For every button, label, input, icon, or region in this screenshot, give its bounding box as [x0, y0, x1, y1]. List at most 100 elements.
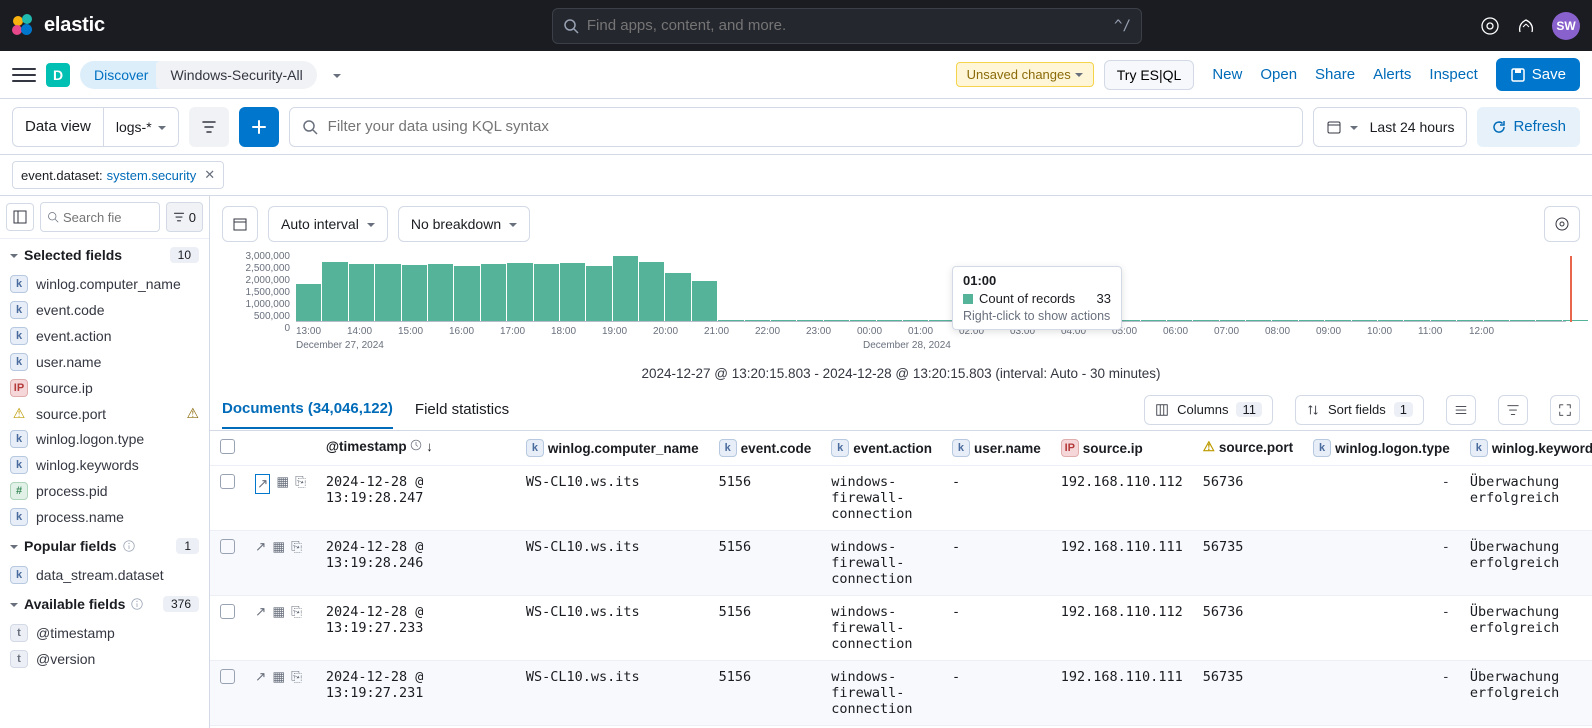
breadcrumb-saved-search[interactable]: Windows-Security-All	[156, 61, 316, 89]
field-item[interactable]: kdata_stream.dataset	[0, 562, 209, 588]
expand-icon[interactable]: ↗	[255, 474, 270, 494]
elastic-logo[interactable]: elastic	[12, 14, 105, 38]
filter-pill[interactable]: event.dataset: system.security ✕	[12, 161, 224, 189]
selected-fields-header[interactable]: Selected fields 10	[0, 239, 209, 271]
global-header: elastic ^/ SW	[0, 0, 1592, 51]
inspect-button[interactable]: Inspect	[1429, 66, 1477, 83]
copy-icon[interactable]: ⎘	[295, 474, 306, 494]
unsaved-badge[interactable]: Unsaved changes	[956, 62, 1094, 87]
tab-documents[interactable]: Documents (34,046,122)	[222, 390, 393, 429]
expand-icon[interactable]: ↗	[255, 604, 266, 620]
expand-icon[interactable]: ↗	[255, 669, 266, 685]
data-view-selector[interactable]: logs-*	[104, 107, 179, 147]
field-item[interactable]: kprocess.name	[0, 504, 209, 530]
warning-icon: ⚠	[186, 405, 199, 422]
try-esql-button[interactable]: Try ES|QL	[1104, 60, 1195, 90]
nav-menu-button[interactable]	[12, 63, 36, 87]
breakdown-selector[interactable]: No breakdown	[398, 206, 530, 242]
column-header[interactable]: k event.action	[821, 431, 942, 466]
kql-input[interactable]	[328, 118, 1290, 135]
field-filter-button[interactable]: 0	[166, 202, 203, 232]
lens-edit-button[interactable]	[1544, 206, 1580, 242]
columns-button[interactable]: Columns11	[1144, 395, 1273, 425]
column-header[interactable]: ⚠ source.port	[1193, 431, 1303, 466]
field-item[interactable]: kwinlog.computer_name	[0, 271, 209, 297]
popular-fields-header[interactable]: Popular fields 1	[0, 530, 209, 562]
table-row[interactable]: ↗▦⎘2024-12-28 @ 13:19:28.246WS-CL10.ws.i…	[210, 531, 1592, 596]
help-icon[interactable]	[1516, 16, 1536, 36]
view-doc-icon[interactable]: ▦	[272, 539, 285, 555]
remove-filter-icon[interactable]: ✕	[204, 167, 215, 183]
collapse-sidebar-button[interactable]	[6, 203, 34, 231]
add-filter-button[interactable]	[239, 107, 279, 147]
new-button[interactable]: New	[1212, 66, 1242, 83]
app-badge[interactable]: D	[46, 63, 70, 87]
display-options-button[interactable]	[1498, 395, 1528, 425]
view-doc-icon[interactable]: ▦	[272, 669, 285, 685]
table-row[interactable]: ↗▦⎘2024-12-28 @ 13:19:27.231WS-CL10.ws.i…	[210, 661, 1592, 726]
interval-selector[interactable]: Auto interval	[268, 206, 388, 242]
row-checkbox[interactable]	[220, 474, 235, 489]
open-button[interactable]: Open	[1260, 66, 1297, 83]
alerts-button[interactable]: Alerts	[1373, 66, 1411, 83]
field-search-input[interactable]	[63, 210, 135, 225]
field-type-badge: t	[10, 650, 28, 668]
copy-icon[interactable]: ⎘	[291, 604, 302, 620]
column-header[interactable]: k event.code	[709, 431, 822, 466]
density-button[interactable]	[1446, 395, 1476, 425]
search-shortcut: ^/	[1114, 18, 1131, 34]
time-picker[interactable]: Last 24 hours	[1313, 107, 1468, 147]
column-header[interactable]: k winlog.computer_name	[516, 431, 709, 466]
column-header[interactable]: IP source.ip	[1051, 431, 1193, 466]
table-header-row: @timestamp ↓k winlog.computer_namek even…	[210, 431, 1592, 466]
sort-button[interactable]: Sort fields1	[1295, 395, 1424, 425]
field-type-badge: k	[10, 275, 28, 293]
field-item[interactable]: t@timestamp	[0, 620, 209, 646]
field-item[interactable]: kevent.code	[0, 297, 209, 323]
field-item[interactable]: kuser.name	[0, 349, 209, 375]
field-name: process.name	[36, 509, 124, 525]
field-item[interactable]: kwinlog.keywords	[0, 452, 209, 478]
view-doc-icon[interactable]: ▦	[272, 604, 285, 620]
data-view-label[interactable]: Data view	[12, 107, 104, 147]
tab-field-statistics[interactable]: Field statistics	[415, 391, 509, 428]
select-all-checkbox[interactable]	[220, 439, 235, 454]
row-checkbox[interactable]	[220, 669, 235, 684]
field-item[interactable]: IPsource.ip	[0, 375, 209, 401]
expand-icon[interactable]: ↗	[255, 539, 266, 555]
newsfeed-icon[interactable]	[1480, 16, 1500, 36]
time-range-caption: 2024-12-27 @ 13:20:15.803 - 2024-12-28 @…	[210, 362, 1592, 389]
refresh-button[interactable]: Refresh	[1477, 107, 1580, 147]
copy-icon[interactable]: ⎘	[291, 539, 302, 555]
view-doc-icon[interactable]: ▦	[276, 474, 289, 494]
field-item[interactable]: kwinlog.logon.type	[0, 426, 209, 452]
column-header[interactable]: k winlog.keywords	[1460, 431, 1592, 466]
global-search-input[interactable]	[587, 17, 1106, 34]
kql-input-wrap[interactable]	[289, 107, 1303, 147]
share-button[interactable]: Share	[1315, 66, 1355, 83]
available-fields-header[interactable]: Available fields 376	[0, 588, 209, 620]
user-avatar[interactable]: SW	[1552, 12, 1580, 40]
row-checkbox[interactable]	[220, 539, 235, 554]
field-item[interactable]: ⚠source.port⚠	[0, 401, 209, 426]
breadcrumb-discover[interactable]: Discover	[80, 61, 162, 89]
column-header[interactable]: k user.name	[942, 431, 1051, 466]
field-search[interactable]	[40, 202, 160, 232]
field-item[interactable]: kevent.action	[0, 323, 209, 349]
fullscreen-button[interactable]	[1550, 395, 1580, 425]
copy-icon[interactable]: ⎘	[291, 669, 302, 685]
table-row[interactable]: ↗▦⎘2024-12-28 @ 13:19:28.247WS-CL10.ws.i…	[210, 466, 1592, 531]
column-header[interactable]: @timestamp ↓	[316, 431, 516, 466]
toggle-histogram-button[interactable]	[222, 206, 258, 242]
row-checkbox[interactable]	[220, 604, 235, 619]
field-type-badge: k	[10, 566, 28, 584]
table-row[interactable]: ↗▦⎘2024-12-28 @ 13:19:27.233WS-CL10.ws.i…	[210, 596, 1592, 661]
histogram[interactable]: 3,000,0002,500,0002,000,0001,500,0001,00…	[210, 252, 1592, 362]
field-item[interactable]: t@version	[0, 646, 209, 672]
save-button[interactable]: Save	[1496, 58, 1580, 91]
breadcrumb-menu[interactable]	[333, 67, 341, 83]
column-header[interactable]: k winlog.logon.type	[1303, 431, 1460, 466]
filter-menu-button[interactable]	[189, 107, 229, 147]
field-item[interactable]: #process.pid	[0, 478, 209, 504]
global-search[interactable]: ^/	[552, 8, 1142, 44]
